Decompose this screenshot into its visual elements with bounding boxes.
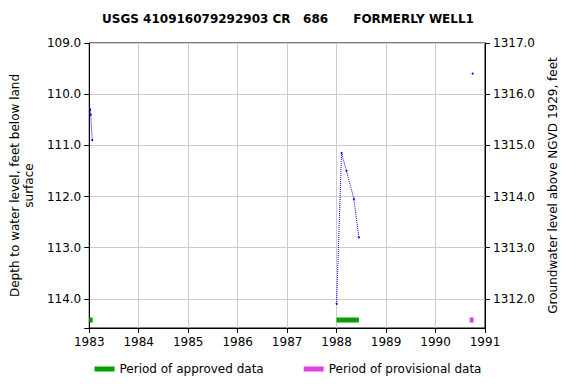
svg-text:113.0: 113.0 [47,241,81,255]
svg-text:Period of approved data: Period of approved data [120,362,264,376]
svg-text:1985: 1985 [173,335,204,349]
svg-text:1312.0: 1312.0 [493,292,535,306]
svg-text:1984: 1984 [123,335,154,349]
svg-text:114.0: 114.0 [47,292,81,306]
svg-text:1991: 1991 [470,335,501,349]
svg-text:111.0: 111.0 [47,138,81,152]
svg-text:1986: 1986 [222,335,253,349]
svg-text:1316.0: 1316.0 [493,87,535,101]
svg-text:USGS 410916079292903 CR 686: USGS 410916079292903 CR 686 FORMERLY WEL… [102,12,474,26]
svg-text:Depth to water level, feet bel: Depth to water level, feet below land [8,74,22,297]
svg-text:112.0: 112.0 [47,190,81,204]
svg-text:1983: 1983 [74,335,105,349]
svg-text:1987: 1987 [272,335,303,349]
svg-text:Groundwater level above NGVD 1: Groundwater level above NGVD 1929, feet [546,57,560,314]
svg-text:1988: 1988 [321,335,352,349]
svg-text:Period of provisional data: Period of provisional data [329,362,482,376]
svg-text:1989: 1989 [371,335,402,349]
svg-text:1315.0: 1315.0 [493,138,535,152]
svg-text:1990: 1990 [420,335,451,349]
svg-text:1313.0: 1313.0 [493,241,535,255]
svg-text:surface: surface [22,163,36,207]
svg-text:110.0: 110.0 [47,87,81,101]
svg-text:1317.0: 1317.0 [493,36,535,50]
svg-text:109.0: 109.0 [47,36,81,50]
svg-text:1314.0: 1314.0 [493,190,535,204]
